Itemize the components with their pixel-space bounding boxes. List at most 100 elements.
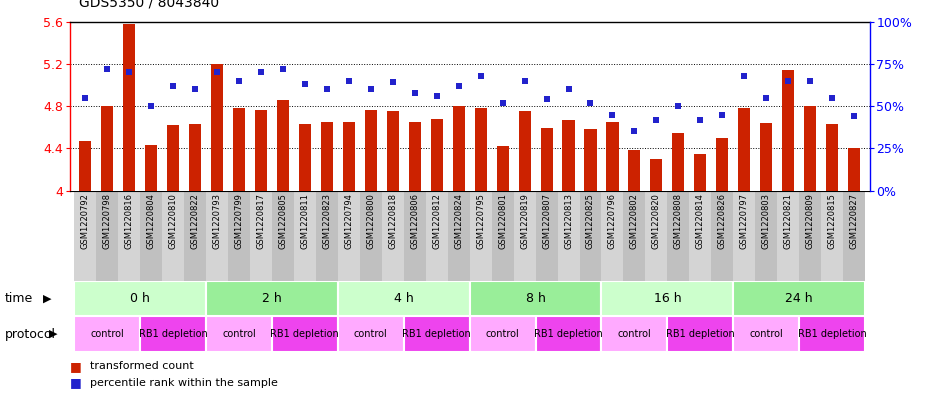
Text: GSM1220818: GSM1220818	[388, 193, 397, 249]
Bar	[96, 191, 118, 281]
Bar	[584, 129, 596, 191]
Text: GSM1220827: GSM1220827	[850, 193, 858, 249]
Bar	[404, 191, 426, 281]
Text: GSM1220824: GSM1220824	[454, 193, 463, 249]
Point	[298, 81, 312, 87]
Point	[319, 86, 334, 92]
Bar	[689, 191, 711, 281]
Point	[737, 73, 751, 79]
Bar	[668, 191, 689, 281]
Point	[430, 93, 445, 99]
Text: ■: ■	[70, 376, 82, 389]
Bar	[799, 316, 865, 352]
Text: GSM1220817: GSM1220817	[257, 193, 265, 249]
Text: GSM1220801: GSM1220801	[498, 193, 507, 249]
Point	[517, 77, 532, 84]
Text: 4 h: 4 h	[394, 292, 414, 305]
Bar	[338, 191, 360, 281]
Bar	[734, 281, 865, 316]
Bar	[470, 281, 602, 316]
Point	[627, 128, 642, 134]
Bar	[426, 191, 447, 281]
Point	[78, 94, 93, 101]
Bar	[228, 191, 250, 281]
Bar	[123, 24, 135, 191]
Bar	[602, 316, 668, 352]
Text: control: control	[618, 329, 651, 339]
Point	[341, 77, 356, 84]
Bar	[453, 106, 465, 191]
Point	[605, 111, 620, 118]
Bar	[74, 191, 96, 281]
Bar	[821, 191, 844, 281]
Bar	[206, 191, 228, 281]
Point	[825, 94, 840, 101]
Point	[407, 90, 422, 96]
Bar	[343, 122, 355, 191]
Text: GSM1220816: GSM1220816	[125, 193, 134, 249]
Bar	[519, 111, 531, 191]
Bar	[804, 106, 817, 191]
Text: GDS5350 / 8043840: GDS5350 / 8043840	[79, 0, 219, 10]
Bar	[645, 191, 668, 281]
Text: RB1 depletion: RB1 depletion	[271, 329, 339, 339]
Bar	[206, 281, 338, 316]
Point	[143, 103, 158, 109]
Text: GSM1220809: GSM1220809	[805, 193, 815, 249]
Text: GSM1220822: GSM1220822	[191, 193, 200, 249]
Bar	[189, 124, 201, 191]
Bar	[140, 191, 162, 281]
Text: control: control	[222, 329, 256, 339]
Bar	[716, 138, 728, 191]
Bar	[540, 128, 552, 191]
Point	[209, 69, 224, 75]
Point	[495, 99, 510, 106]
Bar	[74, 281, 206, 316]
Text: GSM1220793: GSM1220793	[212, 193, 221, 249]
Bar	[294, 191, 316, 281]
Text: GSM1220826: GSM1220826	[718, 193, 727, 249]
Text: control: control	[485, 329, 520, 339]
Text: GSM1220795: GSM1220795	[476, 193, 485, 249]
Text: 2 h: 2 h	[262, 292, 282, 305]
Bar	[381, 191, 404, 281]
Bar	[145, 145, 157, 191]
Bar	[250, 191, 272, 281]
Point	[781, 77, 796, 84]
Point	[649, 116, 664, 123]
Bar	[623, 191, 645, 281]
Bar	[211, 64, 223, 191]
Bar	[668, 316, 734, 352]
Text: RB1 depletion: RB1 depletion	[139, 329, 207, 339]
Bar	[782, 70, 794, 191]
Text: GSM1220812: GSM1220812	[432, 193, 441, 249]
Bar	[79, 141, 91, 191]
Bar	[272, 191, 294, 281]
Text: GSM1220792: GSM1220792	[81, 193, 89, 249]
Text: GSM1220807: GSM1220807	[542, 193, 551, 249]
Bar	[563, 120, 575, 191]
Bar	[277, 100, 289, 191]
Text: time: time	[5, 292, 33, 305]
Bar	[558, 191, 579, 281]
Point	[254, 69, 269, 75]
Point	[561, 86, 576, 92]
Bar	[602, 191, 623, 281]
Text: 24 h: 24 h	[786, 292, 813, 305]
Point	[364, 86, 379, 92]
Bar	[799, 191, 821, 281]
Text: protocol: protocol	[5, 327, 56, 341]
Text: GSM1220808: GSM1220808	[674, 193, 683, 249]
Bar	[167, 125, 179, 191]
Bar	[162, 191, 184, 281]
Text: 0 h: 0 h	[130, 292, 150, 305]
Bar	[118, 191, 140, 281]
Bar	[255, 110, 267, 191]
Text: control: control	[750, 329, 783, 339]
Bar	[206, 316, 272, 352]
Point	[188, 86, 203, 92]
Point	[583, 99, 598, 106]
Text: transformed count: transformed count	[90, 361, 194, 371]
Text: GSM1220810: GSM1220810	[168, 193, 178, 249]
Text: RB1 depletion: RB1 depletion	[666, 329, 735, 339]
